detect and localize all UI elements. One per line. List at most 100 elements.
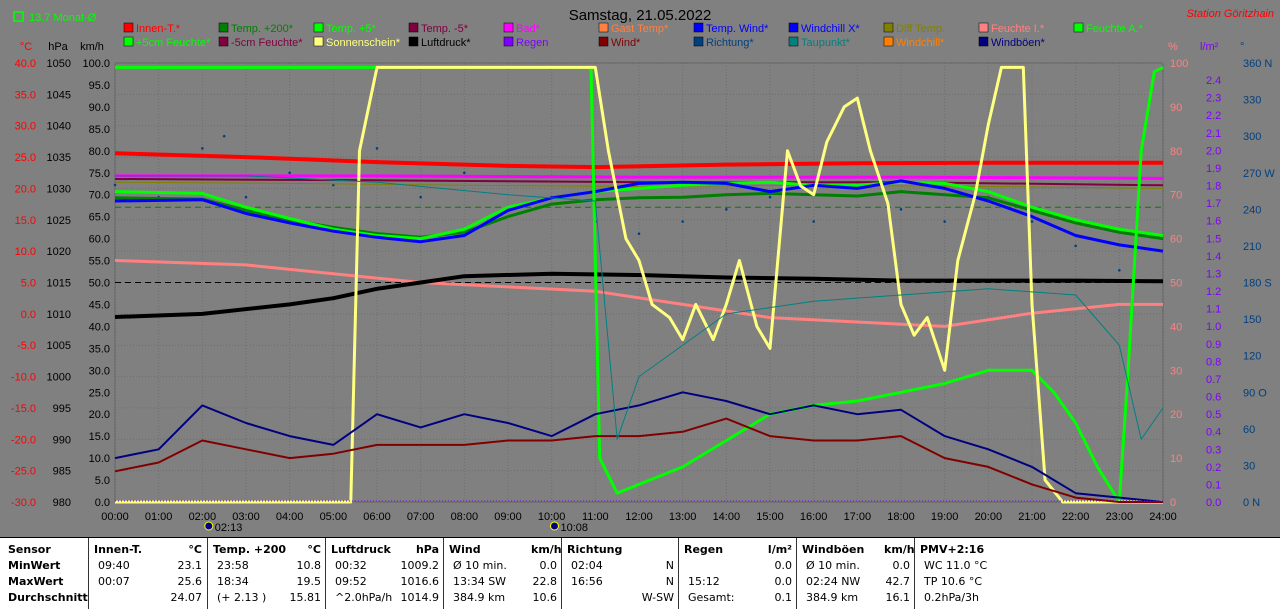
weather-chart: Samstag, 21.05.2022 Station Göritzhain 1…	[11, 7, 1275, 534]
kmh-tick-label: 0.0	[95, 497, 110, 509]
lm2-tick-label: 0.9	[1206, 339, 1221, 351]
series-line-bad	[115, 174, 1164, 180]
x-tick-label: 23:00	[1106, 511, 1134, 523]
legend: Innen-T.* Temp. +200* Temp. +5* Temp. -5* Ba…	[123, 22, 1144, 49]
legend-label: Wind*	[611, 37, 641, 49]
kmh-tick-label: 90.0	[89, 102, 110, 114]
x-tick-label: 07:00	[407, 511, 435, 523]
legend-swatch	[883, 22, 894, 33]
deg-tick-label: 330	[1243, 95, 1261, 107]
legend-swatch	[978, 22, 989, 33]
x-tick-label: 15:00	[756, 511, 784, 523]
table-column-divider	[207, 538, 208, 609]
x-tick-label: 03:00	[232, 511, 260, 523]
temp-tick-label: 15.0	[15, 215, 36, 227]
temp-tick-label: 35.0	[15, 89, 36, 101]
chart-title: Samstag, 21.05.2022	[569, 7, 712, 24]
hpa-tick-label: 1025	[47, 215, 71, 227]
legend-swatch	[408, 22, 419, 33]
table-column-divider	[561, 538, 562, 609]
table-header: Temp. +200	[213, 543, 287, 556]
legend-swatch	[503, 36, 514, 47]
legend-label: Taupunkt*	[801, 37, 851, 49]
x-tick-label: 20:00	[975, 511, 1003, 523]
table-cell-label: 18:34	[217, 575, 249, 588]
table-cell-label: WC 11.0 °C	[924, 559, 988, 572]
legend-swatch	[313, 22, 324, 33]
x-tick-label: 14:00	[713, 511, 741, 523]
table-row-label: MaxWert	[8, 575, 64, 588]
lm2-tick-label: 1.6	[1206, 216, 1221, 228]
lm2-tick-label: 0.1	[1206, 479, 1221, 491]
table-cell-label: Gesamt:	[688, 591, 735, 604]
event-time-label: 10:08	[560, 522, 588, 534]
hpa-unit: hPa	[48, 41, 68, 53]
hpa-tick-label: 1020	[47, 246, 71, 258]
kmh-tick-label: 65.0	[89, 212, 110, 224]
axes: 00:00 01:00 02:00 03:00 04:00 05:00 06:00 07:00…	[11, 41, 1275, 534]
legend-label: Richtung*	[706, 37, 754, 49]
temp-tick-label: -10.0	[11, 372, 36, 384]
series-line-temp-wind	[114, 179, 1164, 253]
table-cell-value: N	[665, 559, 674, 572]
hpa-tick-label: 980	[53, 497, 71, 509]
kmh-tick-label: 40.0	[89, 321, 110, 333]
lm2-tick-label: 1.2	[1206, 286, 1221, 298]
kmh-tick-label: 80.0	[89, 146, 110, 158]
table-cell-value: 0.0	[539, 559, 558, 572]
series-line-windb-en	[114, 391, 1164, 503]
x-tick-label: 22:00	[1062, 511, 1090, 523]
legend-swatch	[1073, 22, 1084, 33]
wind-direction-point	[1074, 244, 1077, 248]
legend-swatch	[693, 36, 704, 47]
table-cell-label: (+ 2.13 )	[217, 591, 267, 604]
wind-direction-point	[899, 208, 903, 211]
deg-unit: °	[1240, 41, 1244, 53]
pct-tick-label: 70	[1170, 190, 1182, 202]
kmh-tick-label: 85.0	[89, 124, 110, 136]
deg-tick-label: 240	[1243, 204, 1261, 216]
lm2-tick-label: 1.8	[1206, 181, 1221, 193]
kmh-tick-label: 45.0	[89, 299, 110, 311]
wind-direction-point	[244, 195, 248, 199]
pct-tick-label: 100	[1170, 58, 1188, 70]
table-cell-value: 1016.6	[400, 575, 440, 588]
hpa-tick-label: 1030	[47, 183, 71, 195]
legend-label: Feuchte A.*	[1086, 23, 1144, 35]
kmh-tick-label: 20.0	[89, 409, 110, 421]
x-tick-label: 02:00	[189, 511, 217, 523]
table-cell-value: 25.6	[177, 575, 203, 588]
series-line-luftdruck	[114, 271, 1164, 319]
wind-direction-point	[1030, 220, 1034, 223]
table-cell-value: 10.6	[532, 591, 558, 604]
temp-tick-label: -15.0	[11, 403, 36, 415]
x-tick-label: 17:00	[844, 511, 872, 523]
lm2-tick-label: 1.0	[1206, 321, 1221, 333]
temp-tick-label: 5.0	[21, 278, 36, 290]
table-unit: km/h	[884, 543, 915, 556]
kmh-tick-label: 70.0	[89, 190, 110, 202]
table-cell-value: 42.7	[885, 575, 911, 588]
x-tick-label: 01:00	[145, 511, 173, 523]
legend-swatch	[788, 22, 799, 33]
table-cell-label: Ø 10 min.	[453, 559, 507, 572]
table-header: Windböen	[802, 543, 865, 556]
kmh-tick-label: 10.0	[89, 453, 110, 465]
table-unit: °C	[188, 543, 202, 556]
deg-tick-label: 90 O	[1243, 387, 1267, 399]
pct-tick-label: 80	[1170, 146, 1182, 158]
legend-swatch	[408, 36, 419, 47]
deg-tick-label: 150	[1243, 314, 1261, 326]
legend-swatch	[978, 36, 989, 47]
table-cell-value: 10.8	[296, 559, 322, 572]
pct-tick-label: 30	[1170, 365, 1182, 377]
lm2-tick-label: 0.3	[1206, 444, 1221, 456]
lm2-unit: l/m²	[1200, 41, 1219, 53]
legend-label: Sonnenschein*	[326, 37, 401, 49]
legend-label: Temp. +200*	[231, 23, 294, 35]
hpa-tick-label: 1035	[47, 152, 71, 164]
x-tick-label: 10:00	[538, 511, 566, 523]
pct-tick-label: 60	[1170, 234, 1182, 246]
wind-direction-point	[943, 220, 946, 223]
temp-tick-label: 30.0	[15, 121, 36, 133]
